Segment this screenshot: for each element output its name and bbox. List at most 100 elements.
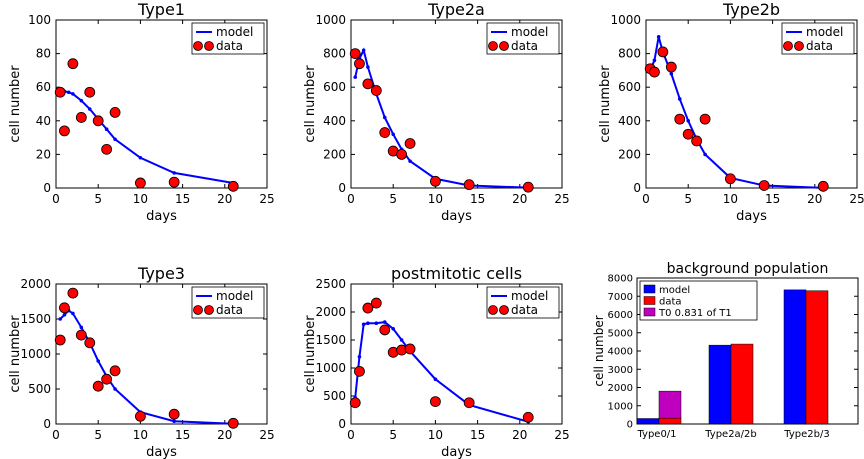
- data-point: [362, 302, 374, 314]
- data-point: [522, 411, 534, 423]
- legend-data-swatch: [499, 305, 509, 315]
- model-point: [669, 71, 674, 76]
- legend-box: [486, 22, 560, 55]
- x-tick-label: 5: [389, 192, 397, 206]
- model-point: [96, 359, 100, 363]
- y-axis-label: cell number: [303, 65, 318, 143]
- plot-frame: [645, 19, 858, 189]
- legend-data-swatch: [488, 41, 498, 51]
- y-tick-label: 500: [28, 382, 51, 396]
- model-point: [433, 377, 438, 382]
- legend-swatch: [643, 296, 656, 305]
- legend-data-label: data: [511, 39, 538, 53]
- legend-data-label: data: [216, 39, 243, 53]
- legend-model-label: model: [216, 25, 253, 39]
- model-point: [357, 355, 362, 359]
- y-tick-label: 800: [618, 47, 641, 61]
- legend-data-swatch: [204, 305, 214, 315]
- y-tick-label: 1000: [610, 13, 641, 27]
- x-tick-label: 25: [554, 192, 569, 206]
- y-tick-label: 2500: [315, 277, 346, 291]
- x-tick-label: 10: [133, 428, 148, 442]
- data-point: [134, 177, 146, 189]
- data-point: [522, 181, 534, 193]
- bar-data: [805, 290, 829, 425]
- x-axis-label: days: [146, 209, 177, 224]
- model-line: [60, 90, 234, 184]
- data-point: [101, 143, 113, 155]
- y-tick-label: 0: [627, 420, 633, 431]
- y-tick-label: 20: [36, 147, 51, 161]
- data-point: [379, 127, 391, 138]
- legend-box: [639, 280, 758, 321]
- x-axis-label: days: [441, 209, 472, 224]
- chart-panel-5: 0 5 10 15 20 25 0 500 1000 1500 2000 2500 postmitoti…: [303, 264, 570, 459]
- model-point: [172, 171, 176, 175]
- x-tick-label: Type0/1: [636, 429, 676, 440]
- legend-label: data: [659, 297, 682, 308]
- legend-data-label: data: [806, 39, 833, 53]
- x-tick-label: 25: [849, 192, 864, 206]
- legend-data-swatch: [783, 41, 793, 51]
- model-point: [71, 92, 75, 96]
- y-tick-label: 1500: [315, 333, 346, 347]
- x-tick-label: 10: [428, 428, 443, 442]
- model-point: [686, 119, 690, 123]
- data-point: [59, 125, 70, 137]
- y-tick-label: 8000: [608, 274, 633, 285]
- model-point: [361, 322, 366, 327]
- model-point: [677, 97, 682, 101]
- x-tick-label: 15: [175, 428, 190, 442]
- data-point: [758, 180, 770, 191]
- bar-data: [658, 417, 682, 425]
- x-tick-label: 0: [642, 192, 650, 206]
- y-tick-label: 60: [36, 80, 51, 94]
- model-point: [138, 155, 143, 160]
- x-tick-label: 5: [94, 192, 102, 206]
- data-point: [699, 113, 711, 125]
- x-tick-label: 0: [347, 428, 355, 442]
- y-tick-label: 800: [323, 47, 346, 61]
- y-tick-label: 6000: [608, 310, 633, 321]
- data-point: [84, 337, 96, 349]
- data-point: [349, 397, 361, 409]
- data-point: [354, 58, 365, 70]
- model-point: [366, 321, 370, 326]
- data-point: [429, 175, 441, 187]
- chart-panel-3: 0 5 10 15 20 25 0 200 400 600 800 1000 Type2b days cel…: [598, 0, 864, 224]
- chart-title: Type1: [137, 0, 185, 19]
- data-point: [168, 408, 180, 420]
- data-point: [109, 107, 121, 118]
- data-point: [349, 48, 361, 59]
- data-point: [54, 334, 66, 346]
- chart-title: Type2a: [427, 0, 485, 19]
- x-tick-label: 10: [428, 192, 443, 206]
- legend-box: [191, 22, 265, 55]
- y-tick-label: 5000: [608, 328, 633, 339]
- data-point: [725, 173, 736, 185]
- legend-data-swatch: [193, 305, 203, 315]
- legend-data-swatch: [193, 41, 203, 51]
- data-point: [463, 179, 475, 191]
- data-point: [227, 180, 239, 192]
- data-point: [168, 176, 180, 188]
- bar-model: [783, 289, 807, 425]
- model-point: [58, 317, 63, 321]
- legend-data-swatch: [488, 305, 498, 315]
- model-point: [353, 75, 358, 79]
- data-point: [54, 86, 66, 98]
- x-tick-label: 10: [133, 192, 148, 206]
- data-point: [463, 397, 475, 409]
- model-point: [79, 325, 84, 330]
- plot-frame: [55, 19, 268, 189]
- y-tick-label: 80: [36, 47, 51, 61]
- chart-title: background population: [667, 261, 829, 277]
- plot-frame: [350, 283, 563, 425]
- data-point: [817, 180, 829, 192]
- data-point: [362, 78, 374, 90]
- model-point: [382, 320, 387, 324]
- x-axis-label: days: [146, 445, 177, 459]
- data-point: [84, 86, 96, 98]
- data-point: [101, 373, 113, 385]
